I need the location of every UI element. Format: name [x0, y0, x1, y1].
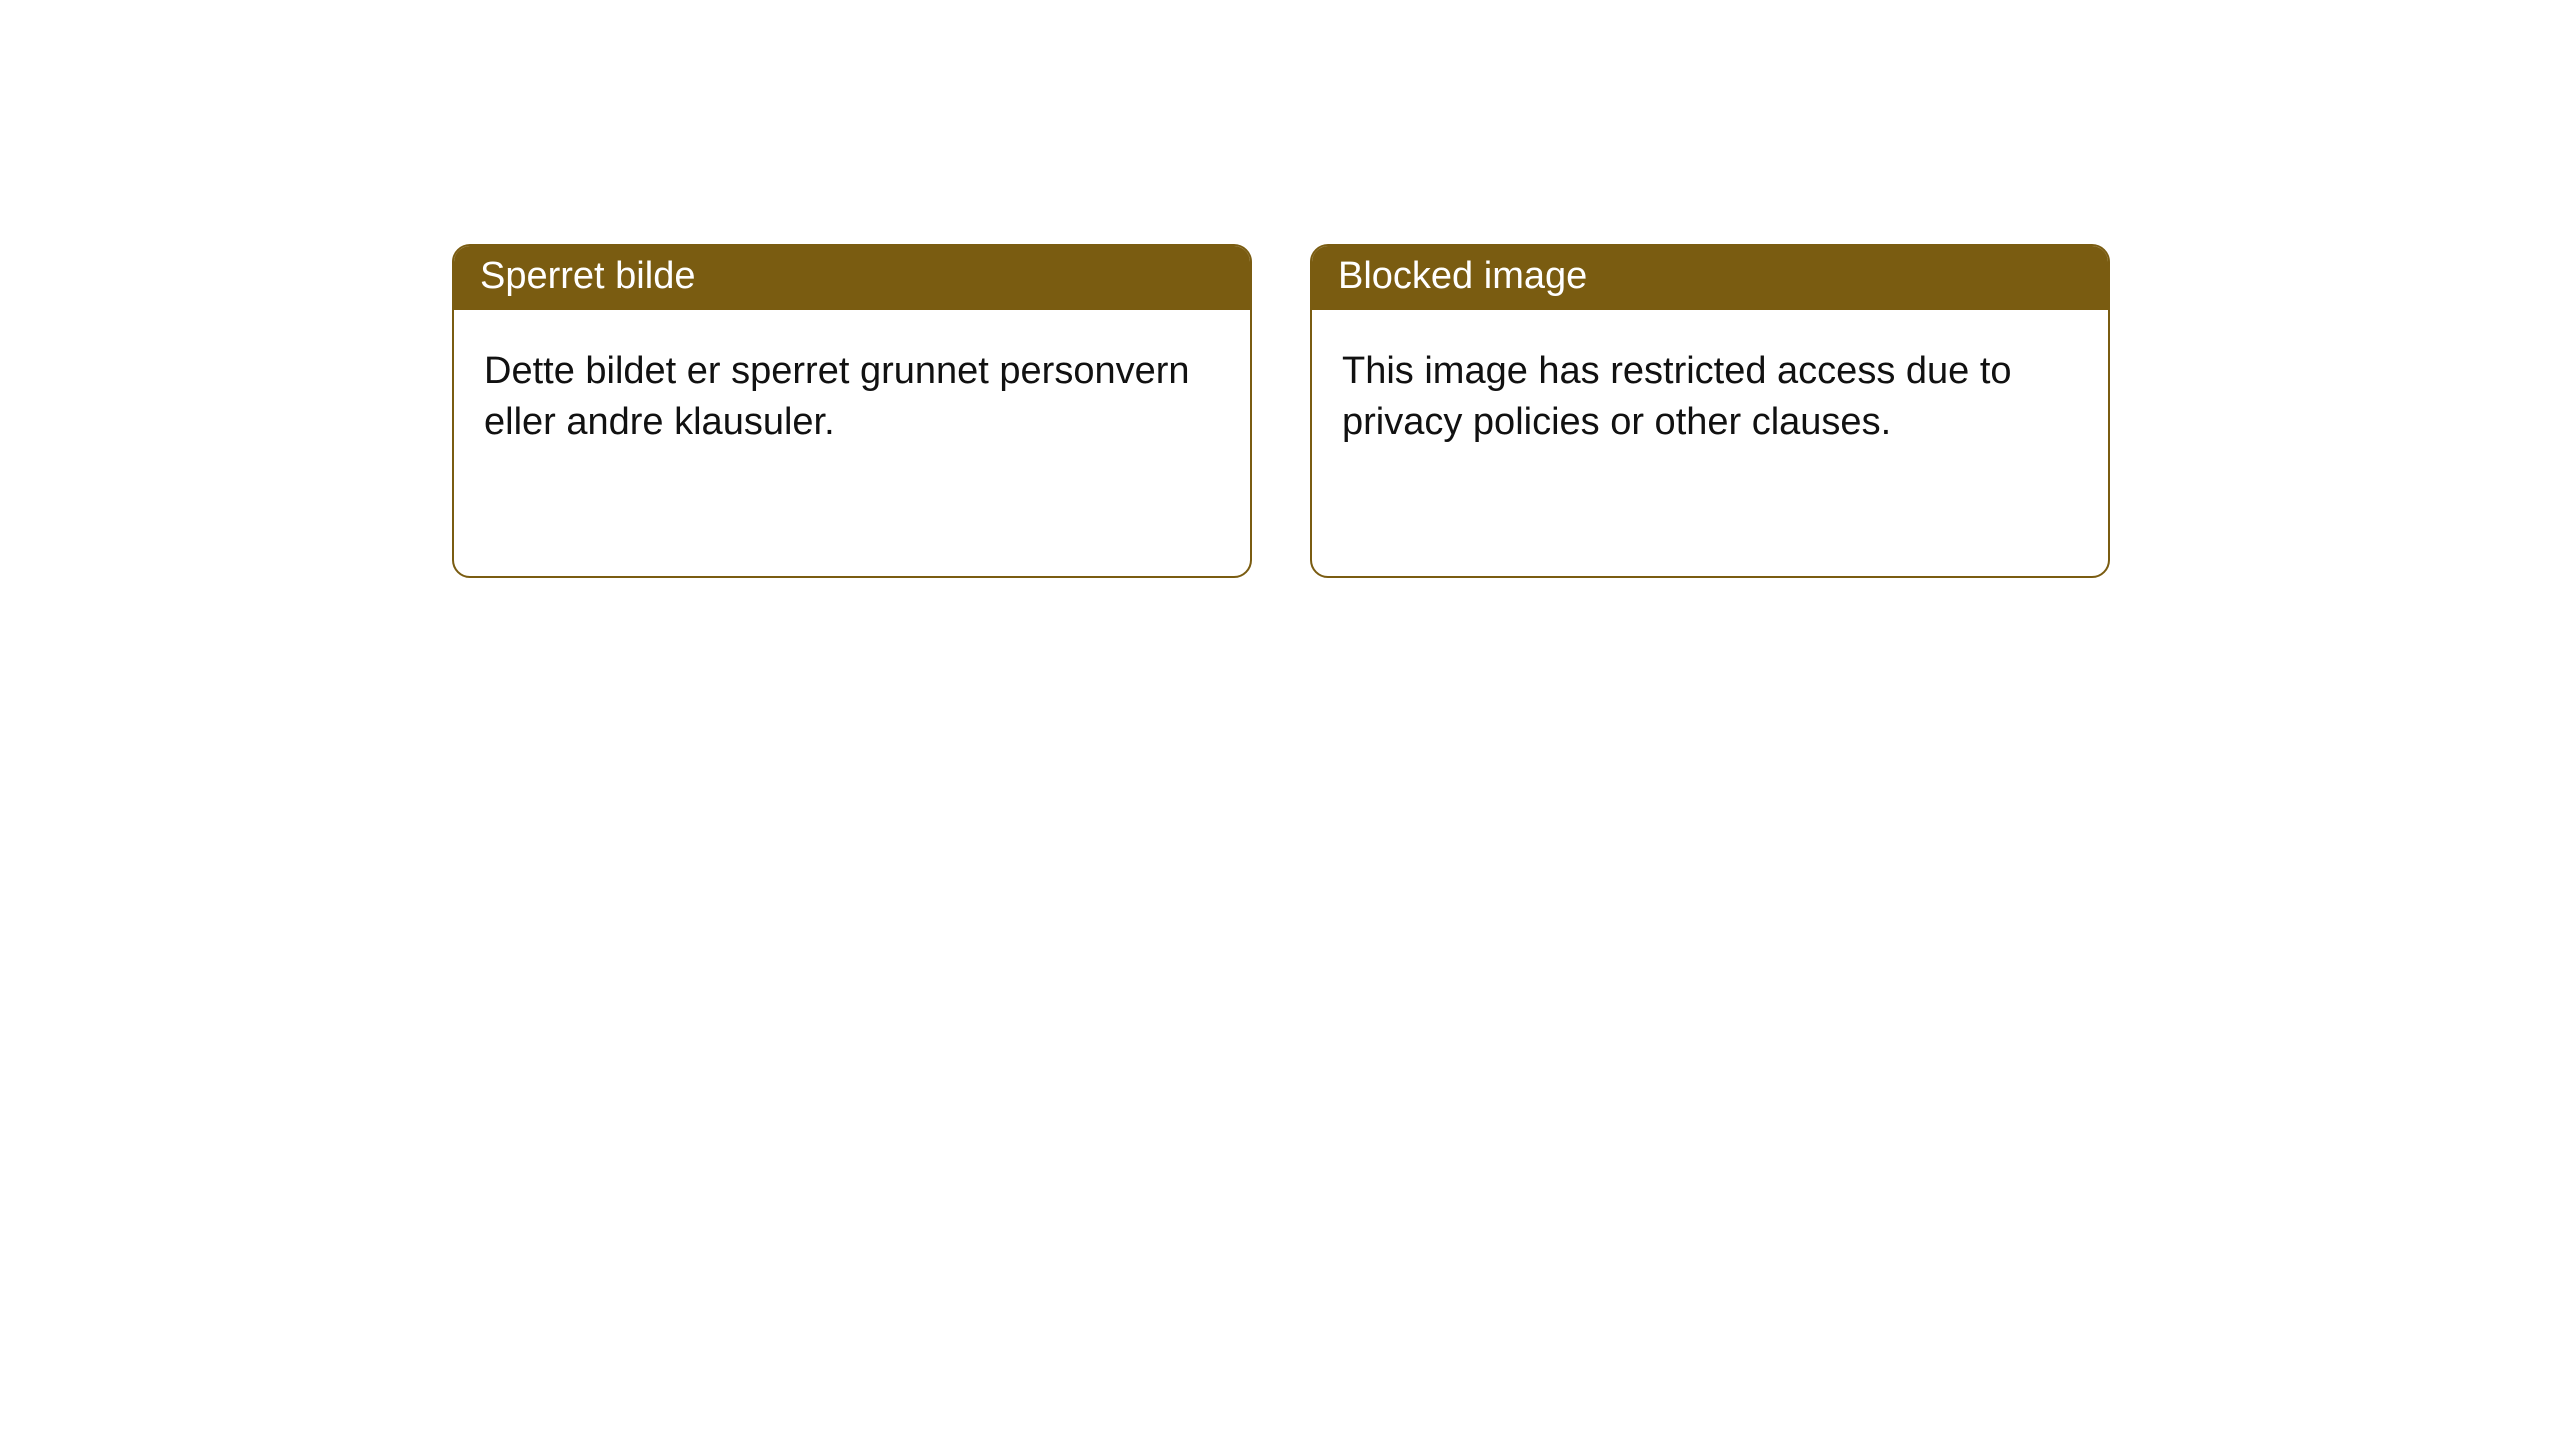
- notice-body-norwegian: Dette bildet er sperret grunnet personve…: [454, 310, 1250, 469]
- notice-container: Sperret bilde Dette bildet er sperret gr…: [0, 0, 2560, 578]
- notice-title-english: Blocked image: [1312, 246, 2108, 310]
- notice-card-english: Blocked image This image has restricted …: [1310, 244, 2110, 578]
- notice-body-english: This image has restricted access due to …: [1312, 310, 2108, 469]
- notice-title-norwegian: Sperret bilde: [454, 246, 1250, 310]
- notice-card-norwegian: Sperret bilde Dette bildet er sperret gr…: [452, 244, 1252, 578]
